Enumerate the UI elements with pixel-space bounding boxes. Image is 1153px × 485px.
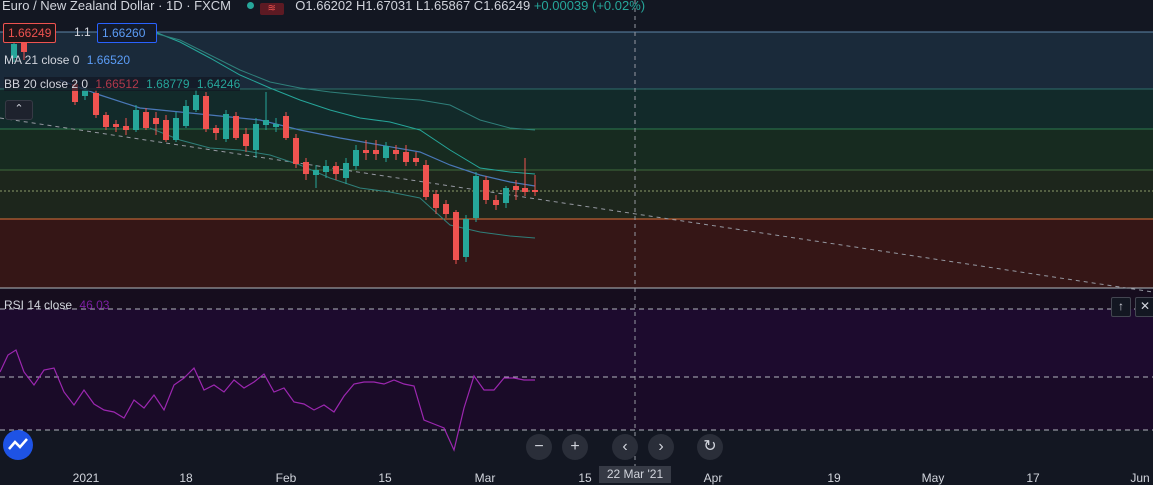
flag-icon[interactable]: ≋	[259, 3, 284, 15]
x-axis-label: 19	[827, 471, 841, 485]
bb-middle-line	[149, 29, 536, 175]
rsi-legend[interactable]: RSI 14 close 46.03	[4, 298, 109, 312]
bb-upper-value: 1.68779	[146, 77, 190, 91]
zoom-out-icon: −	[534, 438, 544, 455]
x-axis-label: Apr	[703, 471, 723, 485]
collapse-legend-button[interactable]: ⌃	[5, 100, 33, 120]
maximize-pane-icon: ↑	[1118, 299, 1124, 313]
x-axis-label: May	[921, 471, 945, 485]
candles	[11, 38, 538, 264]
zoom-in-icon: +	[570, 438, 580, 455]
x-axis-label: 18	[179, 471, 193, 485]
price-change: +0.00039 (+0.02%)	[533, 0, 646, 13]
zoom-in-button[interactable]: +	[562, 434, 588, 460]
bb-legend[interactable]: BB 20 close 2 0 1.66512 1.68779 1.64246	[4, 77, 241, 91]
ohlc-values: O1.66202 H1.67031 L1.65867 C1.66249	[295, 0, 531, 13]
buy-button[interactable]: 1.66260	[97, 23, 157, 43]
close-pane-icon: ✕	[1139, 299, 1151, 313]
scroll-right-icon: ›	[658, 438, 664, 455]
collapse-up-icon: ⌃	[14, 103, 24, 115]
close-pane-button[interactable]: ✕	[1135, 297, 1153, 317]
x-axis-label: Feb	[275, 471, 297, 485]
ma-label: MA 21 close 0	[4, 53, 80, 67]
rsi-label: RSI 14 close	[4, 298, 73, 312]
x-axis-label: 2021	[72, 471, 100, 485]
symbol-title[interactable]: Euro / New Zealand Dollar · 1D · FXCM	[2, 0, 232, 13]
sell-button[interactable]: 1.66249	[3, 23, 57, 43]
trend-line	[0, 117, 1153, 293]
x-axis-label: 17	[1026, 471, 1040, 485]
crosshair-date-label: 22 Mar '21	[599, 466, 671, 483]
rsi-value: 46.03	[79, 298, 110, 312]
bb-lower-line	[149, 127, 536, 239]
scroll-left-button[interactable]: ‹	[612, 434, 638, 460]
market-status-dot-icon	[246, 2, 254, 9]
x-axis-label: 15	[378, 471, 392, 485]
bb-basis-value: 1.66512	[95, 77, 139, 91]
scroll-right-button[interactable]: ›	[648, 434, 674, 460]
bb-label: BB 20 close 2 0	[4, 77, 89, 91]
symbol-legend: Euro / New Zealand Dollar · 1D · FXCM ≋ …	[2, 0, 645, 15]
zoom-out-button[interactable]: −	[526, 434, 552, 460]
reset-button[interactable]: ↻	[697, 434, 723, 460]
spread-value: 1.1	[74, 25, 91, 39]
reset-icon: ↻	[703, 438, 717, 455]
x-axis-label: Mar	[474, 471, 496, 485]
maximize-pane-button[interactable]: ↑	[1111, 297, 1131, 317]
scroll-left-icon: ‹	[622, 438, 628, 455]
ma-line	[59, 79, 536, 187]
bb-lower-value: 1.64246	[196, 77, 241, 91]
bb-upper-line	[149, 31, 536, 131]
tradingview-logo-icon[interactable]	[3, 430, 33, 460]
x-axis-label: Jun	[1130, 471, 1150, 485]
ma-legend[interactable]: MA 21 close 0 1.66520	[4, 53, 130, 67]
x-axis-label: 15	[578, 471, 592, 485]
rsi-line	[0, 349, 535, 452]
ma-value: 1.66520	[86, 53, 131, 67]
